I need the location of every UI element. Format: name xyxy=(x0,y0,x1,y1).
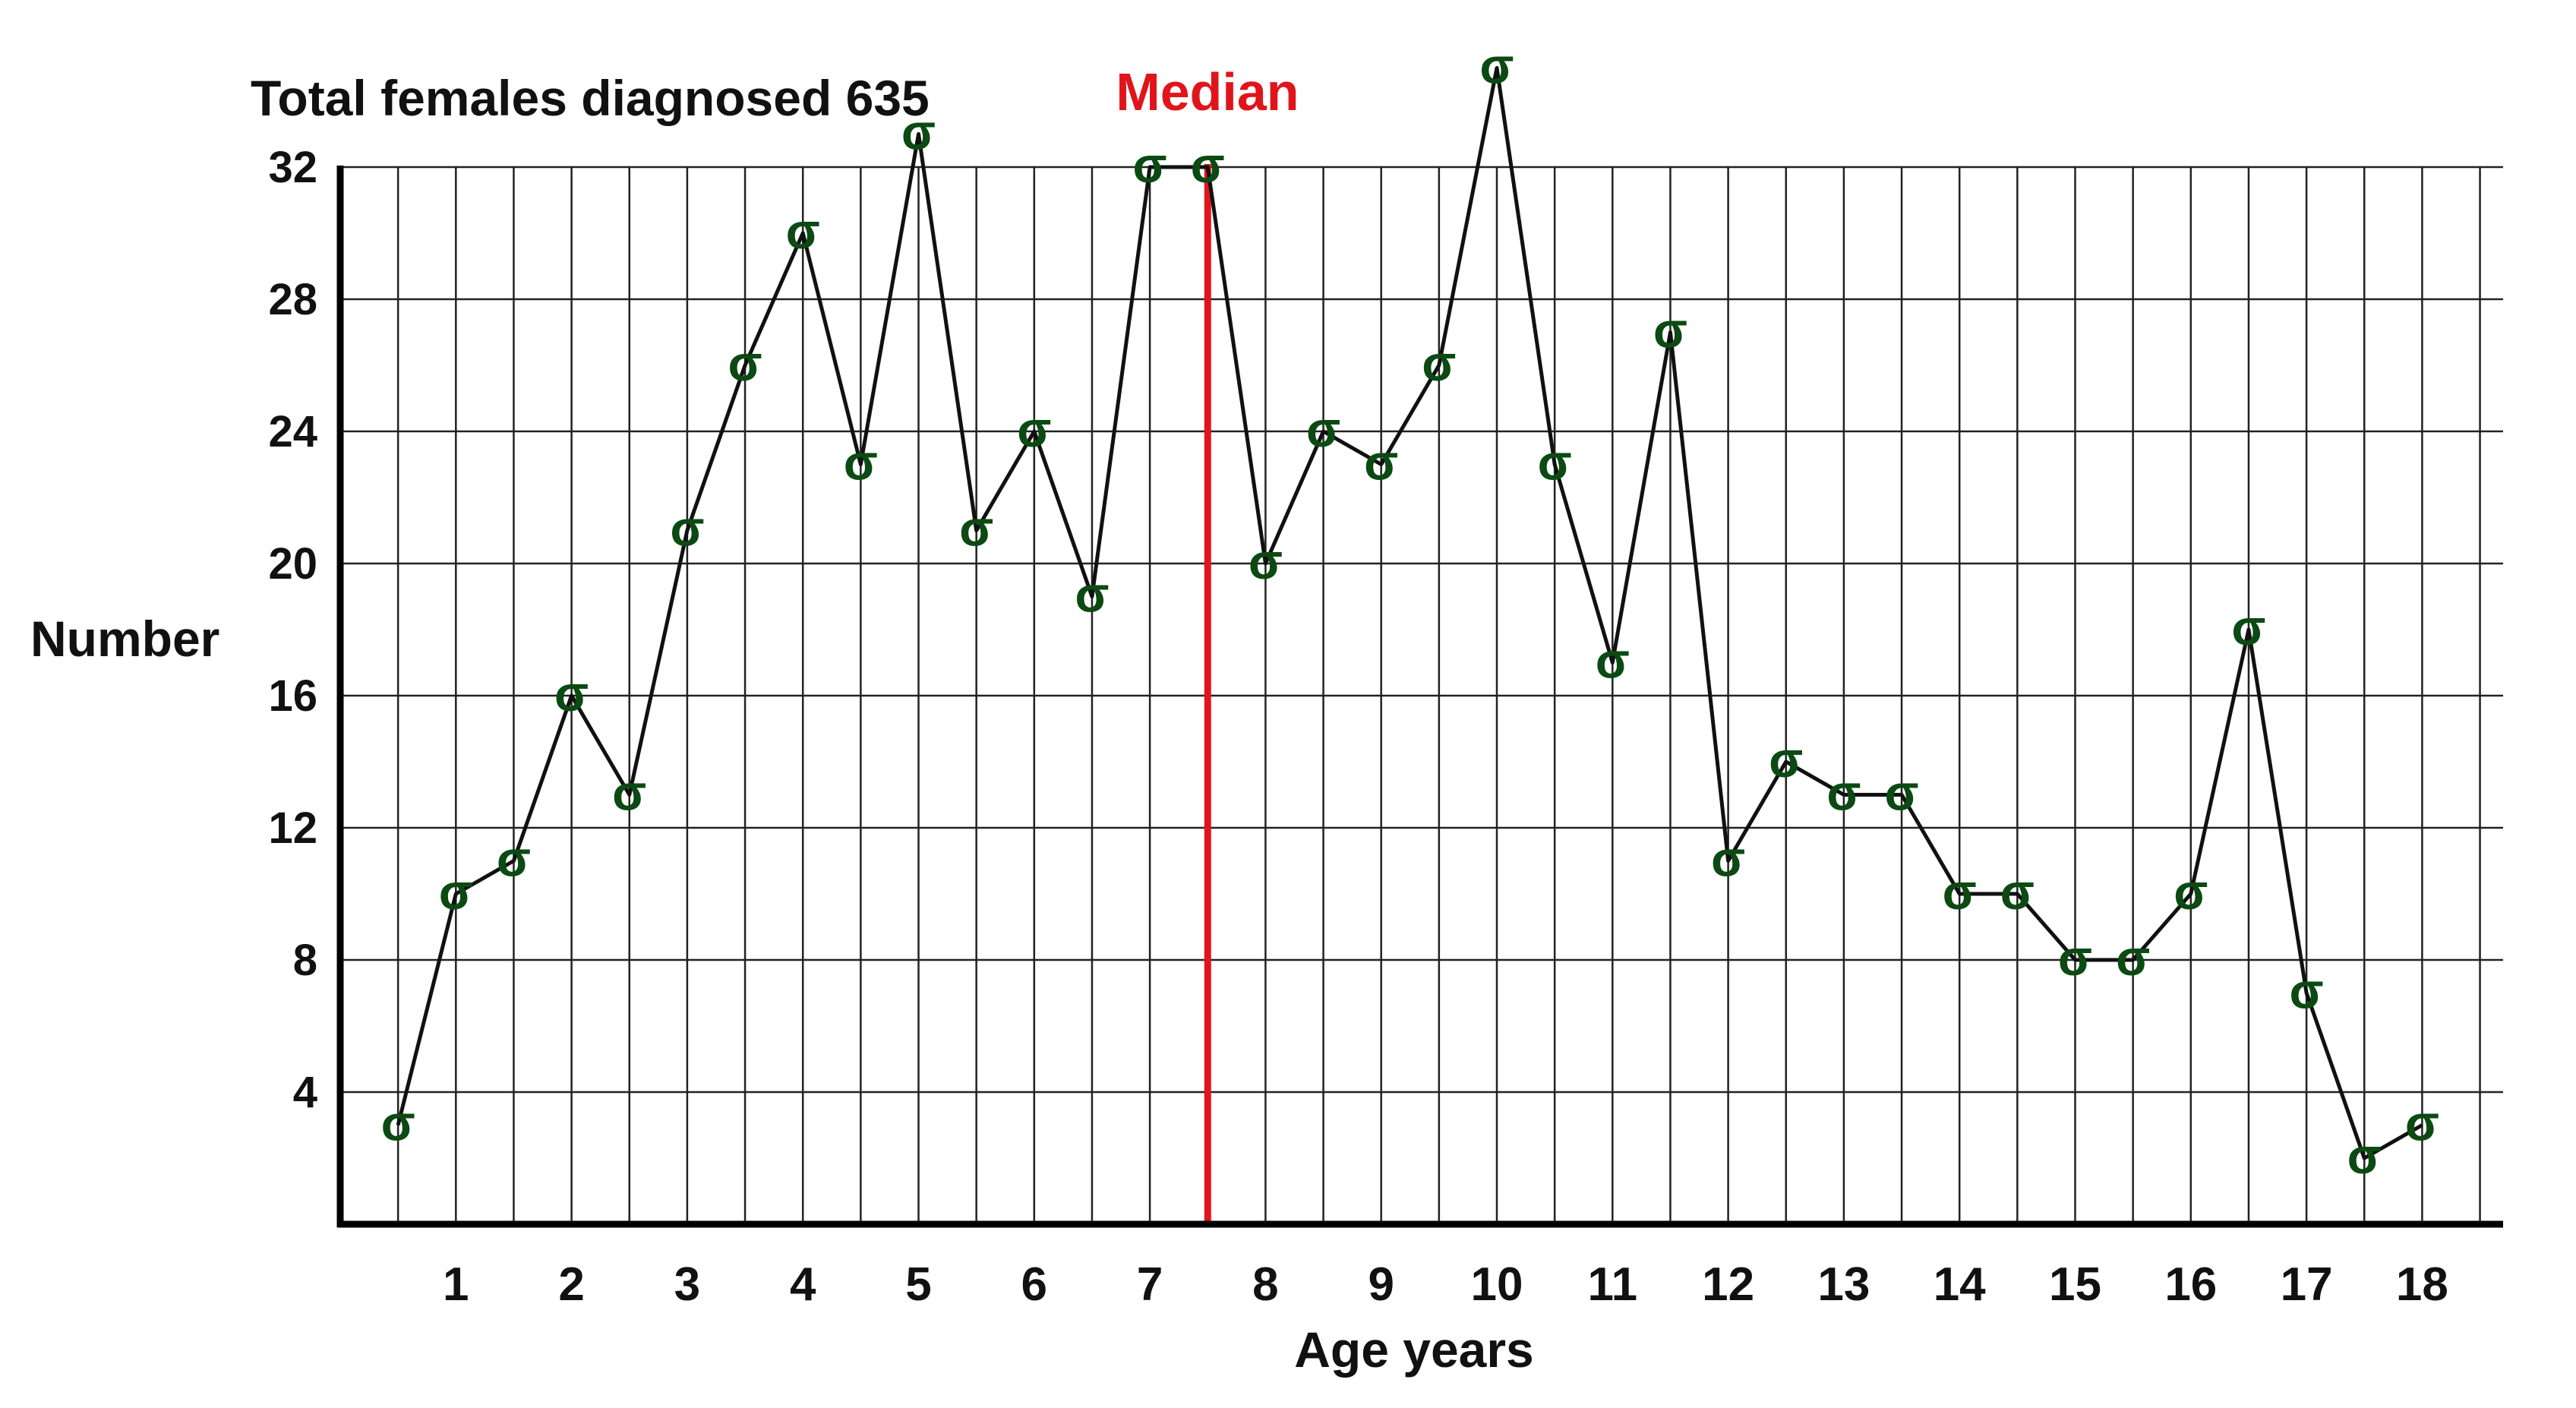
series-line xyxy=(396,66,2423,1160)
x-axis-label: Age years xyxy=(1294,1321,1534,1378)
data-point-marker: σ xyxy=(2231,599,2265,655)
x-tick-label: 14 xyxy=(1934,1258,1986,1311)
data-point-marker: σ xyxy=(2000,863,2035,920)
data-point-marker: σ xyxy=(1306,401,1340,457)
y-axis-label: Number xyxy=(30,611,219,667)
data-point-marker: σ xyxy=(1479,38,1514,94)
data-point-marker: σ xyxy=(1422,335,1456,391)
data-point-marker: σ xyxy=(1596,633,1630,689)
x-tick-label: 10 xyxy=(1471,1258,1523,1311)
data-point-marker: σ xyxy=(554,665,589,721)
x-tick-label: 5 xyxy=(905,1258,931,1311)
data-point-marker: σ xyxy=(1711,831,1745,887)
data-point-marker: σ xyxy=(2174,863,2208,920)
data-point-marker: σ xyxy=(1884,765,1918,821)
data-point-marker: σ xyxy=(1249,533,1283,589)
x-tick-label: 18 xyxy=(2396,1258,2448,1311)
data-point-marker: σ xyxy=(844,434,878,491)
data-point-marker: σ xyxy=(959,500,993,557)
x-tick-label: 15 xyxy=(2049,1258,2101,1311)
x-tick-label: 7 xyxy=(1137,1258,1163,1311)
data-point-marker: σ xyxy=(2347,1128,2382,1184)
data-point-marker: σ xyxy=(2058,930,2092,986)
x-tick-label: 9 xyxy=(1368,1258,1394,1311)
data-point-marker: σ xyxy=(497,831,531,887)
data-point-marker: σ xyxy=(728,335,762,391)
x-tick-label: 12 xyxy=(1702,1258,1754,1311)
data-point-marker: σ xyxy=(1075,567,1109,623)
y-tick-label: 32 xyxy=(268,143,317,192)
y-tick-label: 28 xyxy=(268,275,317,324)
data-point-marker: σ xyxy=(1017,401,1051,457)
y-tick-label: 12 xyxy=(268,803,317,853)
y-tick-label: 4 xyxy=(293,1068,317,1117)
median-label: Median xyxy=(1116,62,1299,122)
data-point-marker: σ xyxy=(1364,434,1398,491)
y-tick-label: 8 xyxy=(293,936,317,985)
y-tick-label: 24 xyxy=(268,407,317,456)
x-tick-label: 17 xyxy=(2281,1258,2333,1311)
data-point-marker: σ xyxy=(1133,137,1167,193)
data-point-marker: σ xyxy=(1826,765,1861,821)
x-tick-label: 6 xyxy=(1021,1258,1047,1311)
y-tick-labels: 4 8 12 16 20 24 28 32 xyxy=(268,143,317,1117)
data-point-marker: σ xyxy=(2116,930,2150,986)
data-point-marker: σ xyxy=(1538,434,1572,491)
y-tick-label: 20 xyxy=(268,539,317,589)
data-point-marker: σ xyxy=(439,863,473,920)
data-point-marker: σ xyxy=(670,500,704,557)
series-layer xyxy=(396,66,2423,1160)
data-point-marker: σ xyxy=(1653,302,1687,358)
x-tick-label: 2 xyxy=(558,1258,584,1311)
data-point-marker: σ xyxy=(612,765,646,821)
data-point-marker: σ xyxy=(1943,863,1977,920)
data-point-marker: σ xyxy=(1769,731,1803,788)
data-point-marker: σ xyxy=(381,1095,415,1151)
y-tick-label: 16 xyxy=(268,671,317,721)
x-tick-label: 8 xyxy=(1252,1258,1278,1311)
x-tick-labels: 1 2 3 4 5 6 7 8 9 10 11 12 13 14 15 16 17 18 xyxy=(443,1258,2448,1311)
data-point-marker: σ xyxy=(2405,1095,2439,1151)
x-tick-label: 4 xyxy=(790,1258,816,1311)
chart-title: Total females diagnosed 635 xyxy=(251,70,930,126)
data-point-marker: σ xyxy=(2290,963,2324,1019)
chart-grid xyxy=(340,166,2504,1224)
x-tick-label: 16 xyxy=(2164,1258,2217,1311)
x-tick-label: 3 xyxy=(674,1258,700,1311)
data-point-marker: σ xyxy=(901,104,936,160)
x-tick-label: 11 xyxy=(1588,1258,1638,1311)
x-tick-label: 1 xyxy=(443,1258,469,1311)
data-point-marker: σ xyxy=(1191,137,1225,193)
data-point-marker: σ xyxy=(786,203,820,259)
chart-axes xyxy=(336,166,2504,1228)
x-tick-label: 13 xyxy=(1817,1258,1870,1311)
